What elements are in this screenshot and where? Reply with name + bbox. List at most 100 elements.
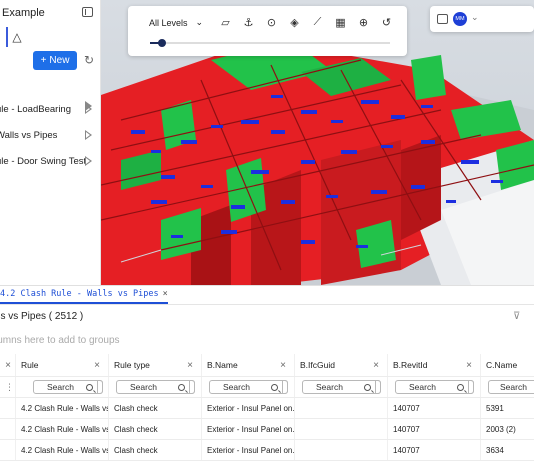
table-body: 4.2 Clash Rule - Walls vs... Clash check E… bbox=[0, 398, 534, 461]
rule-item[interactable]: ule - Door Swing Test bbox=[0, 148, 100, 174]
slider-thumb[interactable] bbox=[158, 39, 166, 47]
search-input[interactable]: Search bbox=[116, 380, 195, 394]
cell-rule[interactable]: 4.2 Clash Rule - Walls vs... bbox=[16, 398, 109, 418]
close-icon[interactable]: × bbox=[162, 289, 168, 299]
section-slider[interactable] bbox=[150, 39, 390, 47]
cell-b-revitid[interactable]: 140707 bbox=[388, 440, 481, 460]
more-icon[interactable]: ⋮ bbox=[5, 381, 14, 392]
layout-toggle-icon[interactable] bbox=[437, 14, 448, 24]
cell-b-revitid[interactable]: 140707 bbox=[388, 398, 481, 418]
tab-clash-rule[interactable]: 4.2 Clash Rule - Walls vs Pipes × bbox=[0, 289, 168, 304]
cell-b-name[interactable]: Exterior - Insul Panel on... bbox=[202, 440, 295, 460]
close-icon[interactable]: × bbox=[5, 359, 11, 371]
close-icon[interactable]: × bbox=[373, 359, 379, 371]
cube-icon[interactable]: ◈ bbox=[290, 16, 299, 29]
cell-c-name[interactable]: 5391 bbox=[481, 398, 534, 418]
rule-item[interactable]: Walls vs Pipes bbox=[0, 122, 100, 148]
cell-c-name[interactable]: 3634 bbox=[481, 440, 534, 460]
column-label: Rule type bbox=[114, 360, 150, 370]
slider-fill bbox=[150, 42, 162, 44]
map-icon[interactable]: ▱ bbox=[221, 16, 230, 29]
run-rule-icon[interactable] bbox=[85, 156, 92, 166]
tool-group: ▱ ⚓ ⊙ ◈ ⟋ ▦ ⊕ ↺ bbox=[214, 13, 398, 31]
search-input[interactable]: Search bbox=[302, 380, 381, 394]
cell-rule[interactable]: 4.2 Clash Rule - Walls vs... bbox=[16, 419, 109, 439]
cell-b-ifcguid[interactable] bbox=[295, 440, 388, 460]
focus-icon[interactable]: ⊙ bbox=[266, 16, 277, 29]
run-rule-icon[interactable] bbox=[85, 130, 92, 140]
close-icon[interactable]: × bbox=[94, 359, 100, 371]
header-cell[interactable]: C.Name bbox=[481, 354, 534, 376]
anchor-icon[interactable]: ⚓ bbox=[243, 16, 254, 29]
cell-rule-type[interactable]: Clash check bbox=[109, 440, 202, 460]
header-cell[interactable]: × bbox=[0, 354, 16, 376]
cell-b-ifcguid[interactable] bbox=[295, 419, 388, 439]
plus-icon: + bbox=[40, 55, 47, 66]
filter-cell: Search bbox=[202, 377, 295, 397]
close-icon[interactable]: × bbox=[466, 359, 472, 371]
group-drop-zone[interactable]: lumns here to add to groups bbox=[0, 335, 120, 346]
cell-rule-type[interactable]: Clash check bbox=[109, 419, 202, 439]
table-row[interactable]: 4.2 Clash Rule - Walls vs... Clash check E… bbox=[0, 419, 534, 440]
column-label: Rule bbox=[21, 360, 39, 370]
reset-icon[interactable]: ↺ bbox=[381, 16, 392, 29]
cell-b-ifcguid[interactable] bbox=[295, 398, 388, 418]
header-cell[interactable]: Rule × bbox=[16, 354, 109, 376]
table-header: × Rule × Rule type × B.Name × B.IfcGuid × B.… bbox=[0, 354, 534, 377]
model-viewport[interactable]: All Levels ⌄ ▱ ⚓ ⊙ ◈ ⟋ ▦ ⊕ ↺ bbox=[101, 0, 534, 285]
search-input[interactable]: Search bbox=[395, 380, 474, 394]
refresh-icon[interactable]: ↻ bbox=[84, 53, 95, 67]
search-input[interactable]: Search bbox=[33, 380, 103, 394]
close-icon[interactable]: × bbox=[280, 359, 286, 371]
search-icon bbox=[457, 383, 464, 391]
warning-icon[interactable]: △ bbox=[6, 27, 26, 47]
grid-title: lls vs Pipes ( 2512 ) bbox=[0, 311, 84, 322]
column-label: B.RevitId bbox=[393, 360, 428, 370]
header-cell[interactable]: B.Name × bbox=[202, 354, 295, 376]
filter-cell: Search bbox=[388, 377, 481, 397]
filter-cell: Search bbox=[16, 377, 109, 397]
cell-c-name[interactable]: 2003 (2) bbox=[481, 419, 534, 439]
filter-cell: ⋮ bbox=[0, 377, 16, 397]
table-row[interactable]: 4.2 Clash Rule - Walls vs... Clash check E… bbox=[0, 440, 534, 461]
chevron-down-icon[interactable]: ⌄ bbox=[471, 12, 479, 22]
cell-rule[interactable]: 4.2 Clash Rule - Walls vs... bbox=[16, 440, 109, 460]
new-button-label: New bbox=[49, 55, 70, 66]
panel-toggle-icon[interactable] bbox=[82, 7, 93, 17]
search-icon bbox=[271, 383, 278, 391]
search-icon bbox=[86, 383, 93, 391]
rules-panel: Example △ + New ↻ ule - LoadBearing Wall… bbox=[0, 0, 101, 285]
new-rule-button[interactable]: + New bbox=[33, 51, 77, 70]
column-label: B.IfcGuid bbox=[300, 360, 335, 370]
close-icon[interactable]: × bbox=[187, 359, 193, 371]
avatar[interactable]: MM bbox=[453, 12, 467, 26]
search-input[interactable]: Search bbox=[209, 380, 288, 394]
cell-b-revitid[interactable]: 140707 bbox=[388, 419, 481, 439]
zoom-icon[interactable]: ⊕ bbox=[358, 16, 369, 29]
viewer-toolbar: All Levels ⌄ ▱ ⚓ ⊙ ◈ ⟋ ▦ ⊕ ↺ bbox=[128, 6, 407, 56]
cell-rule-type[interactable]: Clash check bbox=[109, 398, 202, 418]
column-label: B.Name bbox=[207, 360, 238, 370]
ruler-icon[interactable]: ⟋ bbox=[313, 15, 322, 28]
row-selector[interactable] bbox=[0, 398, 16, 418]
filter-icon[interactable]: ⊽ bbox=[513, 311, 521, 322]
filter-row: ⋮ Search Search Search Search Search Sea… bbox=[0, 377, 534, 398]
cell-b-name[interactable]: Exterior - Insul Panel on... bbox=[202, 419, 295, 439]
header-cell[interactable]: B.RevitId × bbox=[388, 354, 481, 376]
results-table: × Rule × Rule type × B.Name × B.IfcGuid × B.… bbox=[0, 354, 534, 461]
grid-icon[interactable]: ▦ bbox=[335, 16, 346, 29]
user-controls: MM ⌄ bbox=[430, 6, 534, 32]
run-rule-icon[interactable] bbox=[85, 101, 92, 111]
row-selector[interactable] bbox=[0, 419, 16, 439]
level-select[interactable]: All Levels ⌄ bbox=[149, 17, 203, 28]
header-cell[interactable]: Rule type × bbox=[109, 354, 202, 376]
search-icon bbox=[364, 383, 371, 391]
building-model bbox=[101, 40, 534, 285]
column-label: C.Name bbox=[486, 360, 518, 370]
search-input[interactable]: Search bbox=[488, 380, 534, 394]
row-selector[interactable] bbox=[0, 440, 16, 460]
header-cell[interactable]: B.IfcGuid × bbox=[295, 354, 388, 376]
table-row[interactable]: 4.2 Clash Rule - Walls vs... Clash check E… bbox=[0, 398, 534, 419]
cell-b-name[interactable]: Exterior - Insul Panel on... bbox=[202, 398, 295, 418]
rule-item-label: ule - LoadBearing bbox=[0, 103, 71, 115]
